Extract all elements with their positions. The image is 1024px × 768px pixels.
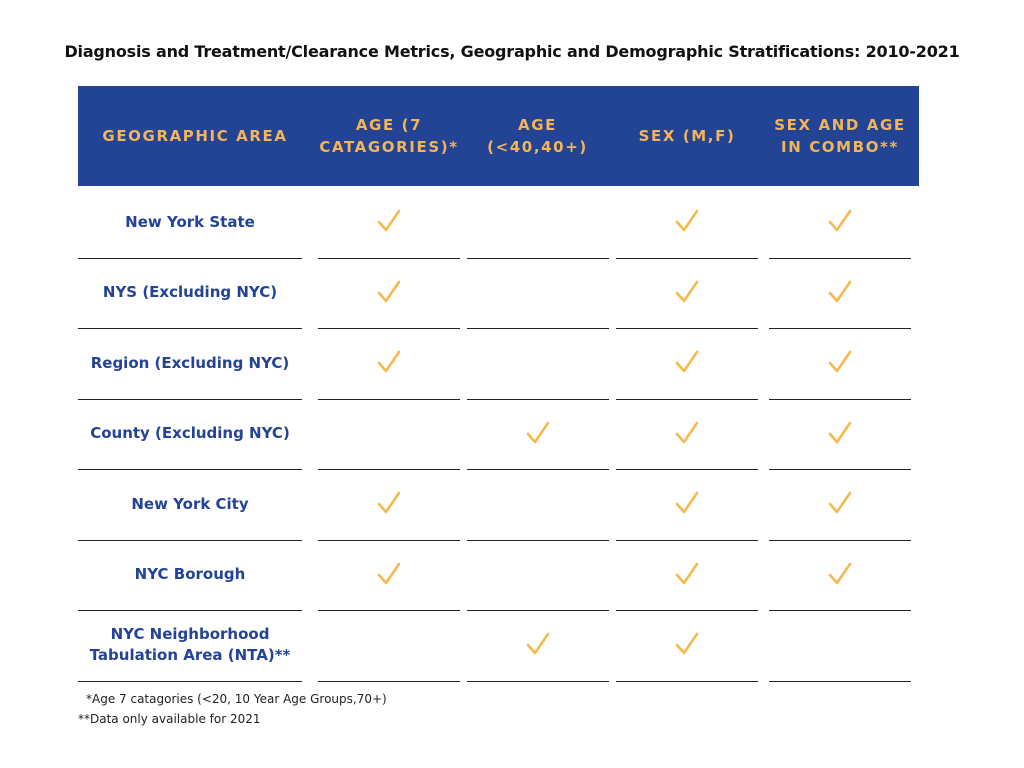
checkmark-icon	[675, 350, 699, 373]
row-divider	[769, 610, 911, 611]
row-divider	[467, 680, 609, 682]
row-divider	[769, 469, 911, 470]
row-divider	[769, 539, 911, 541]
row-divider	[616, 610, 758, 611]
page-title: Diagnosis and Treatment/Clearance Metric…	[64, 42, 960, 61]
row-divider	[616, 328, 758, 329]
checkmark-icon	[377, 491, 401, 514]
checkmark-icon	[828, 491, 852, 514]
row-divider	[318, 539, 460, 541]
checkmark-icon	[828, 350, 852, 373]
table-header-bar	[78, 86, 919, 186]
row-divider	[467, 328, 609, 329]
row-label: NYC Neighborhood Tabulation Area (NTA)**	[89, 625, 291, 665]
row-divider	[318, 469, 460, 470]
row-label: NYC Borough	[134, 565, 246, 584]
row-divider	[318, 328, 460, 329]
row-divider	[616, 680, 758, 682]
row-label: New York City	[131, 494, 249, 513]
checkmark-icon	[828, 421, 852, 444]
checkmark-icon	[526, 421, 549, 444]
row-divider	[616, 257, 758, 259]
row-divider	[78, 469, 302, 470]
row-divider	[78, 539, 302, 541]
checkmark-icon	[377, 350, 401, 373]
row-divider	[318, 257, 460, 259]
checkmark-icon	[828, 280, 852, 303]
row-divider	[616, 469, 758, 470]
checkmark-icon	[377, 280, 401, 303]
row-divider	[467, 398, 609, 400]
checkmark-icon	[675, 280, 699, 303]
row-divider	[616, 539, 758, 541]
row-label: NYS (Excluding NYC)	[102, 283, 278, 302]
checkmark-icon	[675, 421, 699, 444]
row-divider	[769, 398, 911, 400]
row-divider	[318, 610, 460, 611]
column-header-0: GEOGRAPHIC AREA	[102, 127, 288, 145]
row-divider	[467, 469, 609, 470]
footnote-age: *Age 7 catagories (<20, 10 Year Age Grou…	[86, 692, 387, 706]
row-divider	[78, 257, 302, 259]
checkmark-icon	[675, 491, 699, 514]
column-header-2: AGE (<40,40+)	[487, 116, 588, 156]
checkmark-icon	[675, 562, 699, 585]
row-divider	[769, 328, 911, 329]
row-divider	[769, 257, 911, 259]
checkmark-icon	[828, 562, 852, 585]
row-divider	[769, 680, 911, 682]
row-divider	[318, 398, 460, 400]
row-divider	[467, 257, 609, 259]
row-label: New York State	[125, 212, 255, 231]
row-divider	[78, 328, 302, 329]
column-header-1: AGE (7 CATAGORIES)*	[319, 116, 459, 156]
column-header-4: SEX AND AGE IN COMBO**	[774, 116, 906, 156]
row-label: Region (Excluding NYC)	[90, 353, 290, 372]
checkmark-icon	[675, 209, 699, 232]
row-divider	[616, 398, 758, 400]
row-divider	[78, 610, 302, 611]
checkmark-icon	[526, 632, 549, 655]
checkmark-icon	[377, 562, 401, 585]
row-divider	[467, 539, 609, 541]
checkmark-icon	[377, 209, 401, 232]
column-header-3: SEX (M,F)	[638, 127, 736, 145]
checkmark-icon	[675, 632, 699, 655]
row-divider	[78, 398, 302, 400]
row-divider	[467, 610, 609, 611]
checkmark-icon	[828, 209, 852, 232]
footnote-2021: **Data only available for 2021	[78, 712, 261, 726]
row-divider	[78, 680, 302, 682]
row-divider	[318, 680, 460, 682]
row-label: County (Excluding NYC)	[90, 424, 290, 443]
